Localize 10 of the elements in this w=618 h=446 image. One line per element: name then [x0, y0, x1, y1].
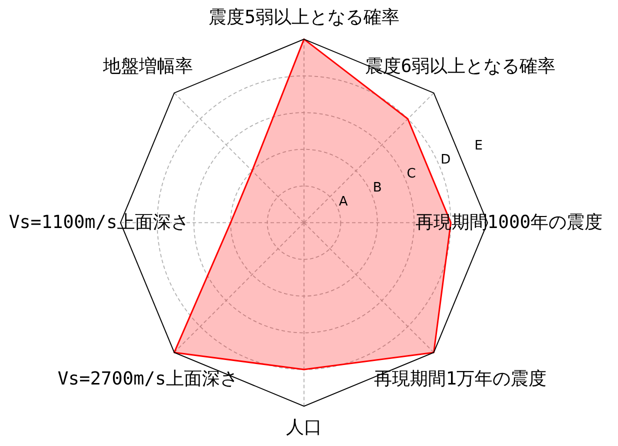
- spoke-label: 再現期間1万年の震度: [374, 368, 547, 390]
- spoke-label: 人口: [286, 417, 322, 438]
- spoke-label: 震度5弱以上となる確率: [208, 7, 400, 28]
- y-tick-label: B: [372, 180, 382, 196]
- spoke-label: 地盤増幅率: [102, 56, 193, 77]
- y-tick-label: E: [474, 138, 483, 154]
- y-tick-label: D: [440, 152, 451, 168]
- y-tick-label: A: [338, 194, 348, 210]
- y-tick-label: C: [406, 166, 416, 182]
- spoke-label: Vs=2700m/s上面深さ: [58, 368, 238, 390]
